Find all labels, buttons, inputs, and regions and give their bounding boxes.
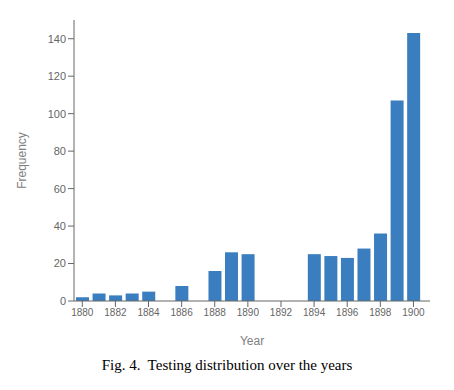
svg-text:1900: 1900 [402,307,425,318]
svg-text:1892: 1892 [270,307,293,318]
svg-text:1890: 1890 [237,307,260,318]
svg-text:1888: 1888 [204,307,227,318]
svg-text:140: 140 [48,33,66,45]
svg-text:1880: 1880 [71,307,94,318]
svg-text:1896: 1896 [336,307,359,318]
svg-text:120: 120 [48,70,66,82]
svg-text:Year: Year [240,334,264,348]
svg-text:1898: 1898 [369,307,392,318]
svg-text:1894: 1894 [303,307,326,318]
svg-text:40: 40 [54,220,66,232]
svg-text:Frequency: Frequency [15,132,29,189]
svg-text:100: 100 [48,108,66,120]
svg-text:1886: 1886 [171,307,194,318]
svg-text:20: 20 [54,257,66,269]
svg-text:60: 60 [54,183,66,195]
svg-text:0: 0 [60,295,66,307]
html-text:Fig. 4. Testing distribution o: Fig. 4. Testing distribution over the ye… [101,357,353,373]
svg-text:80: 80 [54,145,66,157]
svg-text:1884: 1884 [137,307,160,318]
svg-text:1882: 1882 [104,307,127,318]
